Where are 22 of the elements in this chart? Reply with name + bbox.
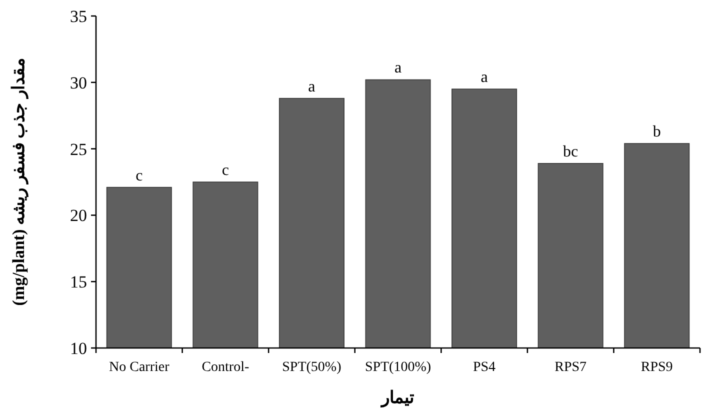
y-tick-label: 20 <box>70 206 87 226</box>
annotation: b <box>652 123 661 140</box>
x-axis-title: تیمار <box>380 388 414 408</box>
x-tick-label: SPT(100%) <box>364 360 432 375</box>
annotation: a <box>308 78 316 96</box>
annotation: c <box>222 162 229 179</box>
y-tick-label: 15 <box>70 272 87 292</box>
x-tick-label: RPS9 <box>640 360 673 375</box>
annotation: bc <box>563 143 578 160</box>
y-tick-label: 10 <box>70 339 87 358</box>
y-axis-title: مقدار جذب فسفر ریشه (mg/plant) <box>9 58 29 306</box>
x-tick-label: SPT(50%) <box>282 360 342 375</box>
y-tick-label: 30 <box>70 73 87 92</box>
y-tick-label: 25 <box>70 140 87 159</box>
annotation: a <box>394 60 402 77</box>
x-tick-label: PS4 <box>472 360 496 375</box>
annotation: c <box>136 167 143 184</box>
x-tick-label: Control- <box>202 360 250 375</box>
x-tick-label: No Carrier <box>109 360 170 375</box>
x-tick-label: RPS7 <box>554 360 587 375</box>
y-tick-label: 35 <box>70 7 87 26</box>
annotation: a <box>480 69 488 86</box>
